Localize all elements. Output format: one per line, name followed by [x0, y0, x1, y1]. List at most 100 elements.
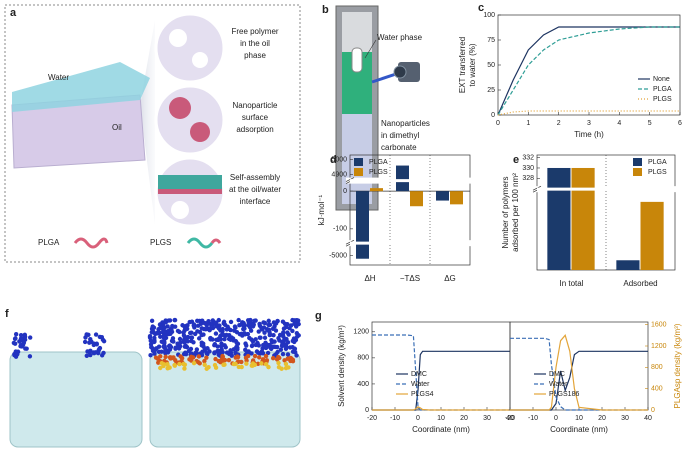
nanoparticle: [171, 201, 189, 219]
bead: [94, 342, 99, 347]
bead: [162, 329, 167, 334]
bar: [370, 188, 383, 192]
bead: [269, 337, 274, 343]
axis-title: adsorbed per 100 nm²: [511, 173, 520, 252]
bead: [18, 332, 24, 338]
x-tick-label: 10: [437, 415, 445, 422]
bead: [281, 326, 287, 331]
callout-text: in the oil: [240, 39, 270, 48]
bead: [226, 357, 232, 363]
bead: [183, 350, 188, 355]
bead: [233, 361, 238, 367]
legend-label: Water: [549, 381, 568, 388]
axis-title: kJ·mol⁻¹: [317, 194, 326, 225]
bead: [262, 335, 268, 340]
callout-text: Self-assembly: [230, 173, 280, 182]
bead: [244, 361, 249, 366]
bead: [220, 350, 225, 355]
nanoparticle: [169, 97, 191, 119]
camera-lens: [393, 65, 407, 79]
bead: [84, 332, 89, 337]
bead: [161, 335, 167, 341]
bead: [263, 361, 269, 367]
bead: [234, 340, 240, 346]
bead: [203, 327, 209, 332]
callout-text: phase: [244, 51, 266, 60]
bead: [222, 322, 228, 328]
legend-swatch: [354, 168, 363, 176]
plgs-icon: [210, 238, 222, 244]
bead: [201, 332, 206, 337]
bead: [285, 352, 291, 357]
bead: [295, 318, 301, 323]
callout-text: adsorption: [236, 125, 273, 134]
bead: [28, 335, 33, 340]
bead: [156, 349, 162, 355]
y-tick-label: 4900: [331, 171, 347, 178]
bead: [184, 344, 190, 350]
y-tick-label: 332: [522, 154, 534, 161]
y2-tick-label: 800: [651, 364, 663, 371]
bead: [255, 350, 261, 355]
y-tick-label: 800: [357, 355, 369, 362]
bead: [246, 320, 252, 325]
bead: [280, 351, 286, 357]
panel-label: c: [478, 2, 484, 14]
bead: [284, 344, 289, 350]
bead: [292, 318, 298, 323]
bead: [294, 334, 300, 339]
probe: [351, 47, 363, 73]
bead: [213, 331, 219, 336]
bead: [236, 317, 241, 323]
bead: [257, 355, 262, 360]
legend-label: PLGS4: [411, 391, 434, 398]
bead: [153, 355, 159, 360]
plga-icon: [73, 237, 109, 249]
x-tick-label: -20: [505, 415, 515, 422]
bead: [207, 349, 212, 354]
bead: [223, 345, 228, 350]
bead: [202, 347, 208, 353]
bead: [257, 321, 262, 327]
bead: [266, 364, 271, 370]
y-tick-label: 1200: [353, 329, 369, 336]
bead: [263, 353, 269, 359]
y2-tick-label: 400: [651, 386, 663, 393]
leader: [364, 39, 377, 59]
legend-label: PLGS: [648, 169, 667, 176]
bar: [436, 191, 449, 201]
bead: [250, 363, 255, 368]
x-tick-label: 6: [678, 120, 682, 127]
bead: [189, 335, 194, 340]
x-tick-label: 30: [621, 415, 629, 422]
bead: [194, 347, 200, 352]
bead: [244, 343, 249, 348]
callout-text: Nanoparticle: [233, 101, 278, 110]
x-tick-label: -10: [390, 415, 400, 422]
bead: [249, 343, 255, 349]
bead: [270, 356, 276, 361]
bead: [271, 332, 276, 338]
bead: [168, 344, 174, 350]
bead: [290, 357, 295, 363]
bead: [284, 336, 289, 342]
bead: [290, 328, 295, 334]
bead: [279, 343, 285, 348]
bead: [214, 337, 219, 342]
bead: [285, 330, 290, 335]
bead: [182, 366, 187, 371]
bead: [212, 343, 217, 348]
bead: [159, 360, 165, 366]
bead: [252, 318, 257, 323]
bead: [87, 340, 92, 345]
bead: [224, 350, 230, 355]
bead: [228, 319, 234, 325]
bead: [294, 353, 299, 358]
bead: [276, 364, 282, 370]
bead: [177, 336, 183, 342]
x-tick-label: −TΔS: [400, 274, 420, 283]
x-tick-label: In total: [559, 279, 583, 288]
bead: [165, 324, 170, 329]
bead: [179, 356, 185, 361]
